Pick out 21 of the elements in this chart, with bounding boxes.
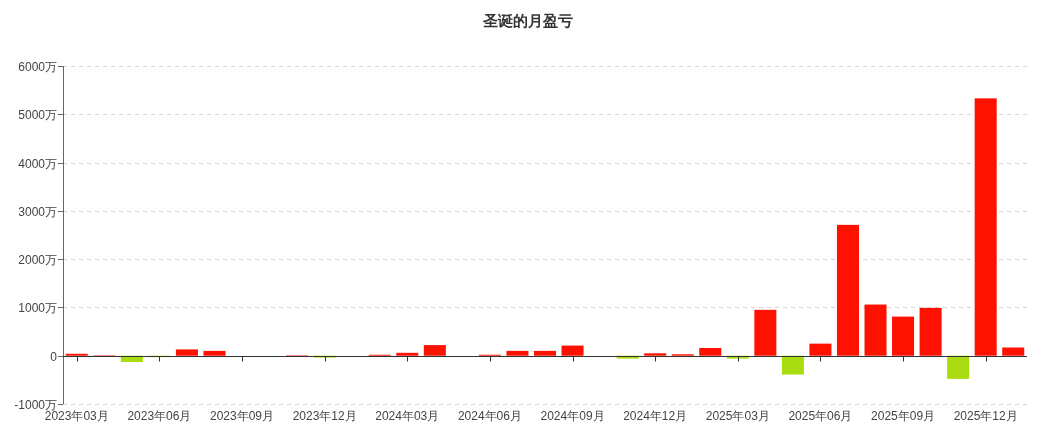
y-tick-label: 3000万 [18,204,57,219]
x-tick-label: 2024年06月 [457,409,522,423]
x-tick-label: 2025年03月 [705,409,770,423]
x-tick-label: 2024年09月 [540,409,605,423]
y-tick-label: 4000万 [18,156,57,171]
x-tick-label: 2025年06月 [788,409,853,423]
x-tick-label: 2023年09月 [210,409,275,423]
x-tick-label: 2023年06月 [127,409,192,423]
x-tick-label: 2023年03月 [44,409,109,423]
x-tick-label: 2023年12月 [292,409,357,423]
x-tick-label: 2025年12月 [953,409,1018,423]
y-tick-label: 1000万 [18,300,57,315]
x-tick-label: 2024年03月 [375,409,440,423]
y-tick-label: 6000万 [18,59,57,74]
y-tick-label: 0 [50,349,58,364]
x-tick-label: 2024年12月 [623,409,688,423]
chart-title: 圣诞的月盈亏 [481,12,573,29]
x-tick-label: 2025年09月 [871,409,936,423]
y-tick-label: 2000万 [18,252,57,267]
y-tick-label: 5000万 [18,107,57,122]
y-tick-label: -1000万 [14,397,57,412]
